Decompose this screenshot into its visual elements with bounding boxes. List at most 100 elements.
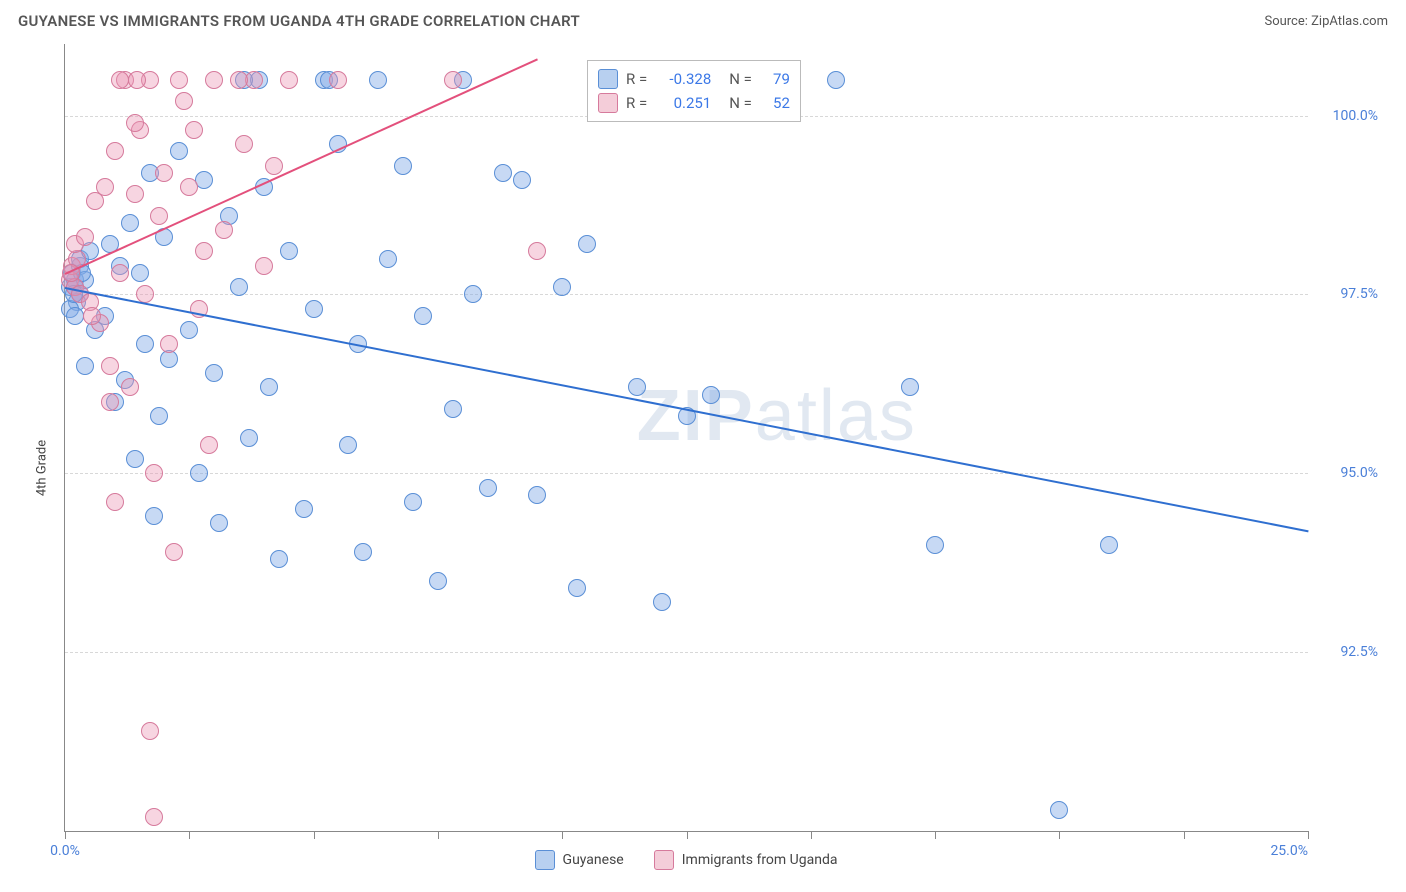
- x-tick: [811, 831, 812, 839]
- scatter-point: [464, 285, 482, 303]
- legend-item: Immigrants from Uganda: [654, 850, 838, 870]
- scatter-point: [255, 257, 273, 275]
- scatter-point: [494, 164, 512, 182]
- stat-r-value: -0.328: [655, 67, 711, 91]
- x-tick: [687, 831, 688, 839]
- scatter-point: [653, 593, 671, 611]
- scatter-point: [126, 450, 144, 468]
- scatter-point: [180, 178, 198, 196]
- scatter-point: [369, 71, 387, 89]
- scatter-point: [106, 142, 124, 160]
- x-tick: [1308, 831, 1309, 839]
- scatter-point: [901, 378, 919, 396]
- scatter-point: [926, 536, 944, 554]
- scatter-point: [170, 142, 188, 160]
- scatter-point: [150, 407, 168, 425]
- scatter-point: [230, 71, 248, 89]
- scatter-point: [66, 307, 84, 325]
- scatter-point: [240, 429, 258, 447]
- scatter-point: [702, 386, 720, 404]
- gridline: [65, 652, 1308, 653]
- scatter-point: [145, 464, 163, 482]
- scatter-point: [150, 207, 168, 225]
- trend-line: [65, 58, 538, 274]
- scatter-point: [215, 221, 233, 239]
- scatter-point: [265, 157, 283, 175]
- scatter-point: [578, 235, 596, 253]
- stat-n-value: 52: [760, 91, 790, 115]
- scatter-point: [111, 264, 129, 282]
- legend-swatch: [535, 850, 555, 870]
- scatter-point: [160, 335, 178, 353]
- legend-item: Guyanese: [535, 850, 624, 870]
- gridline: [65, 294, 1308, 295]
- scatter-point: [553, 278, 571, 296]
- chart-container: 4th Grade ZIPatlas 92.5%95.0%97.5%100.0%…: [18, 44, 1388, 892]
- stat-r-label: R =: [626, 91, 647, 115]
- scatter-point: [528, 242, 546, 260]
- scatter-point: [128, 71, 146, 89]
- scatter-point: [628, 378, 646, 396]
- x-tick: [65, 831, 66, 839]
- scatter-point: [280, 242, 298, 260]
- y-axis-label: 4th Grade: [35, 440, 50, 496]
- stat-r-label: R =: [626, 67, 647, 91]
- scatter-point: [230, 278, 248, 296]
- scatter-point: [155, 164, 173, 182]
- scatter-point: [126, 114, 144, 132]
- scatter-point: [354, 543, 372, 561]
- scatter-point: [568, 579, 586, 597]
- x-tick: [562, 831, 563, 839]
- scatter-point: [136, 335, 154, 353]
- stat-n-label: N =: [729, 67, 752, 91]
- series-swatch: [598, 69, 618, 89]
- x-tick: [314, 831, 315, 839]
- scatter-point: [141, 722, 159, 740]
- scatter-plot: ZIPatlas 92.5%95.0%97.5%100.0%0.0%25.0%R…: [64, 44, 1308, 832]
- stat-row: R =0.251N =52: [598, 91, 790, 115]
- scatter-point: [260, 378, 278, 396]
- scatter-point: [180, 321, 198, 339]
- scatter-point: [170, 71, 188, 89]
- scatter-point: [394, 157, 412, 175]
- scatter-point: [235, 135, 253, 153]
- scatter-point: [329, 71, 347, 89]
- scatter-point: [190, 464, 208, 482]
- scatter-point: [444, 400, 462, 418]
- scatter-point: [1100, 536, 1118, 554]
- scatter-point: [295, 500, 313, 518]
- scatter-point: [131, 264, 149, 282]
- trend-line: [65, 287, 1308, 532]
- stat-r-value: 0.251: [655, 91, 711, 115]
- scatter-point: [414, 307, 432, 325]
- scatter-point: [200, 436, 218, 454]
- y-tick-label: 92.5%: [1318, 644, 1378, 660]
- source-attribution: Source: ZipAtlas.com: [1264, 14, 1388, 29]
- stat-n-value: 79: [760, 67, 790, 91]
- stat-row: R = -0.328 N = 79: [598, 67, 790, 91]
- scatter-point: [280, 71, 298, 89]
- scatter-point: [205, 71, 223, 89]
- x-tick: [1184, 831, 1185, 839]
- legend-label: Guyanese: [563, 852, 624, 868]
- scatter-point: [106, 493, 124, 511]
- scatter-point: [101, 393, 119, 411]
- scatter-point: [165, 543, 183, 561]
- correlation-stat-box: R = -0.328 N = 79R = 0.251 N = 52: [587, 60, 801, 122]
- scatter-point: [444, 71, 462, 89]
- scatter-point: [96, 178, 114, 196]
- series-swatch: [598, 93, 618, 113]
- scatter-point: [185, 121, 203, 139]
- chart-legend: Guyanese Immigrants from Uganda: [64, 850, 1308, 870]
- scatter-point: [175, 92, 193, 110]
- scatter-point: [121, 214, 139, 232]
- scatter-point: [305, 300, 323, 318]
- scatter-point: [76, 228, 94, 246]
- scatter-point: [145, 808, 163, 826]
- scatter-point: [513, 171, 531, 189]
- x-tick: [935, 831, 936, 839]
- legend-label: Immigrants from Uganda: [682, 852, 838, 868]
- scatter-point: [121, 378, 139, 396]
- y-tick-label: 100.0%: [1318, 108, 1378, 124]
- scatter-point: [111, 71, 129, 89]
